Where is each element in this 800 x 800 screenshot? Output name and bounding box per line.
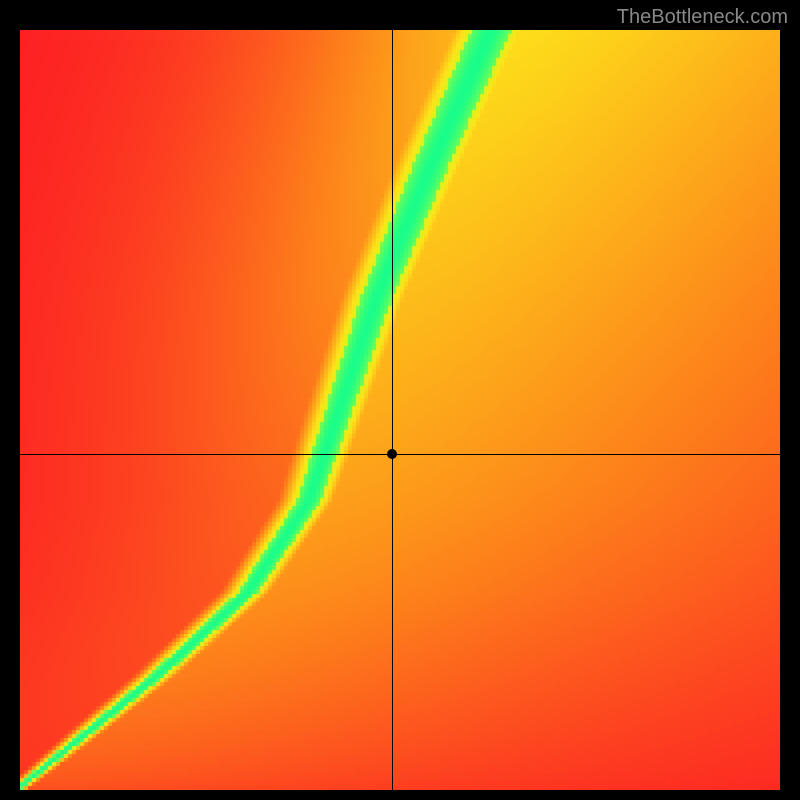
- crosshair-vertical: [392, 30, 393, 790]
- heatmap-canvas: [20, 30, 780, 790]
- watermark-text: TheBottleneck.com: [617, 6, 788, 29]
- heatmap-plot: [20, 30, 780, 790]
- crosshair-horizontal: [20, 454, 780, 455]
- crosshair-dot: [387, 449, 397, 459]
- chart-container: TheBottleneck.com: [0, 0, 800, 800]
